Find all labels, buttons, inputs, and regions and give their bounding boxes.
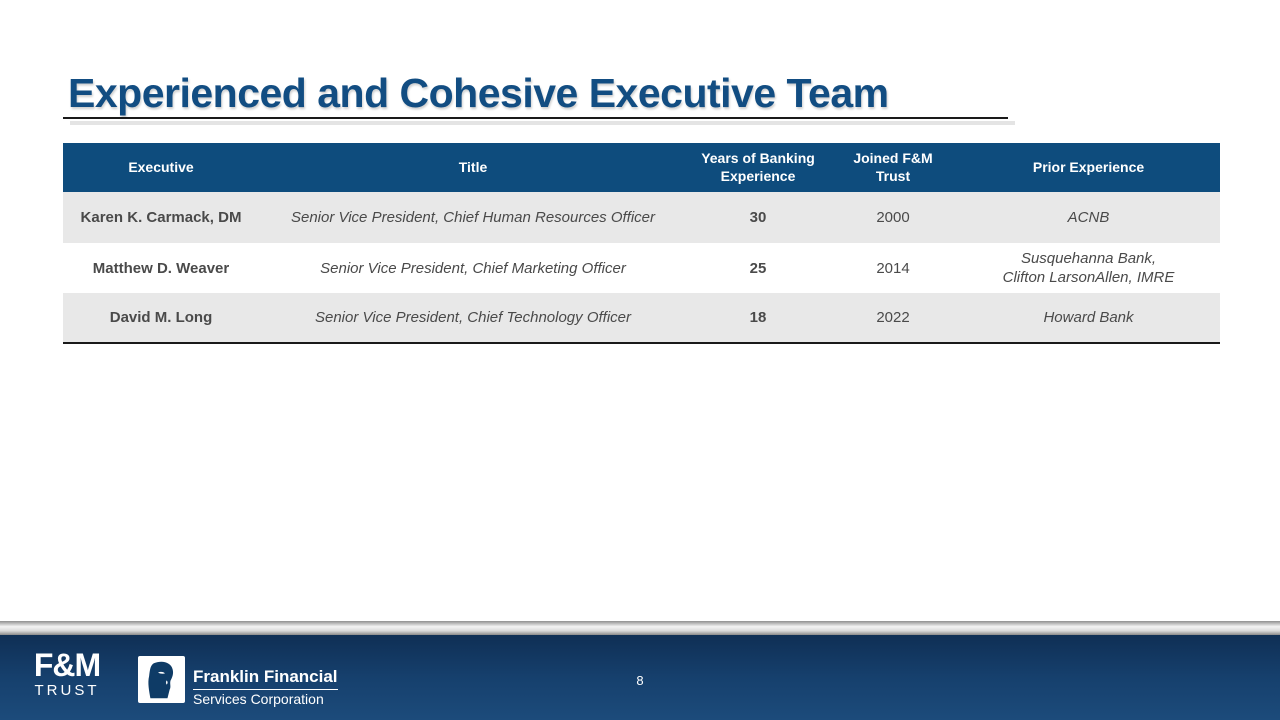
- column-header-prior: Prior Experience: [957, 143, 1220, 192]
- column-header-title: Title: [259, 143, 687, 192]
- title-underline: [63, 117, 1008, 119]
- table-header-row: Executive Title Years of Banking Experie…: [63, 143, 1220, 192]
- cell-years: 18: [687, 293, 829, 343]
- cell-prior: ACNB: [957, 192, 1220, 243]
- cell-title: Senior Vice President, Chief Marketing O…: [259, 243, 687, 293]
- footer: F&M TRUST Franklin Financial Services Co…: [0, 635, 1280, 720]
- franklin-logo-line2: Services Corporation: [193, 690, 324, 707]
- cell-joined: 2000: [829, 192, 957, 243]
- franklin-logo-line1: Franklin Financial: [193, 667, 338, 690]
- table-row: Karen K. Carmack, DM Senior Vice Preside…: [63, 192, 1220, 243]
- cell-prior: Howard Bank: [957, 293, 1220, 343]
- cell-title: Senior Vice President, Chief Technology …: [259, 293, 687, 343]
- column-header-joined: Joined F&M Trust: [829, 143, 957, 192]
- cell-title: Senior Vice President, Chief Human Resou…: [259, 192, 687, 243]
- cell-executive-name: Karen K. Carmack, DM: [63, 192, 259, 243]
- fm-logo-subtext: TRUST: [34, 682, 100, 699]
- footer-divider-bar: [0, 621, 1280, 635]
- cell-years: 25: [687, 243, 829, 293]
- title-underline-shadow: [70, 121, 1015, 125]
- fm-trust-logo: F&M TRUST: [26, 649, 108, 698]
- cell-prior: Susquehanna Bank, Clifton LarsonAllen, I…: [957, 243, 1220, 293]
- franklin-financial-logo: Franklin Financial Services Corporation: [138, 656, 338, 707]
- franklin-portrait-icon: [138, 656, 185, 703]
- column-header-executive: Executive: [63, 143, 259, 192]
- cell-executive-name: Matthew D. Weaver: [63, 243, 259, 293]
- cell-years: 30: [687, 192, 829, 243]
- page-number: 8: [636, 673, 644, 688]
- cell-joined: 2022: [829, 293, 957, 343]
- table-row: Matthew D. Weaver Senior Vice President,…: [63, 243, 1220, 293]
- table-row: David M. Long Senior Vice President, Chi…: [63, 293, 1220, 343]
- column-header-years: Years of Banking Experience: [687, 143, 829, 192]
- executive-team-table: Executive Title Years of Banking Experie…: [63, 143, 1220, 344]
- franklin-logo-text: Franklin Financial Services Corporation: [193, 656, 338, 707]
- cell-joined: 2014: [829, 243, 957, 293]
- fm-logo-text: F&M: [33, 647, 101, 683]
- cell-executive-name: David M. Long: [63, 293, 259, 343]
- page-title: Experienced and Cohesive Executive Team: [68, 70, 889, 116]
